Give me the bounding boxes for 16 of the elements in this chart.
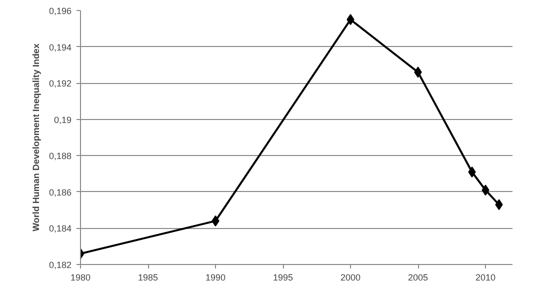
x-tick-label: 1990 — [205, 272, 226, 282]
x-tick-label: 1985 — [138, 272, 158, 282]
y-tick-label: 0,182 — [48, 260, 72, 270]
y-tick-label: 0,19 — [54, 114, 72, 125]
y-tick-label: 0,188 — [48, 151, 72, 162]
y-tick-label: 0,196 — [48, 6, 72, 16]
y-axis-title: World Human Development Inequality Index — [30, 44, 41, 232]
x-tick-label: 1980 — [70, 272, 91, 282]
x-tick-label: 2010 — [475, 272, 496, 282]
y-tick-label: 0,186 — [48, 187, 72, 198]
x-tick-label: 2005 — [408, 272, 428, 282]
y-tick-label: 0,194 — [48, 42, 72, 52]
x-tick-label: 2000 — [340, 272, 361, 282]
y-tick-label: 0,192 — [48, 78, 72, 89]
x-tick-label: 1995 — [272, 272, 294, 282]
y-tick-label: 0,184 — [48, 224, 72, 234]
